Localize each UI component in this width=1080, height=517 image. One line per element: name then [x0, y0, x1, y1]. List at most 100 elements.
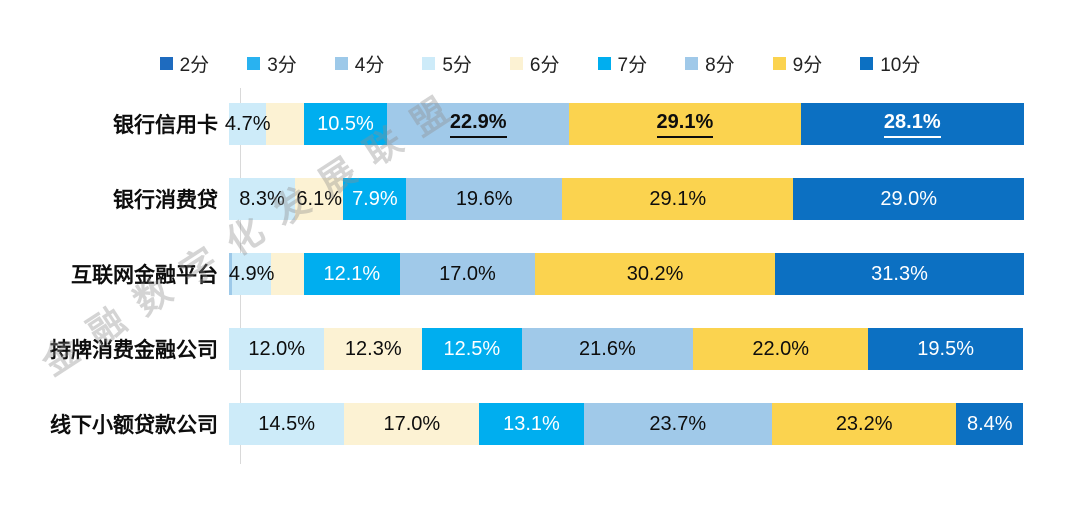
bar-segment: [271, 253, 304, 295]
segment-value-label: 30.2%: [626, 262, 684, 285]
segment-value-label: 8.4%: [966, 412, 1013, 435]
segment-value-label: 14.5%: [258, 412, 315, 435]
bar-segment: 23.7%: [583, 403, 772, 445]
bar-segment: 29.0%: [793, 178, 1024, 220]
segment-value-label: 13.1%: [503, 412, 560, 435]
segment-value-label: 23.2%: [835, 412, 893, 435]
segment-value-label: 12.0%: [248, 337, 306, 360]
chart-legend: 2分 3分 4分 5分 6分 7分 8分 9分 10分: [0, 50, 1080, 77]
bar-row: 银行消费贷 8.3% 6.1% 7.9% 19.6% 29.1% 29.0%: [0, 178, 1024, 220]
bar-segment: 30.2%: [535, 253, 776, 295]
bar-segment: 8.4%: [956, 403, 1024, 445]
bar-segment: 17.0%: [344, 403, 480, 445]
legend-label: 4分: [354, 55, 385, 76]
segment-value-label: 4.9%: [228, 262, 275, 285]
category-label: 银行信用卡: [113, 114, 218, 137]
category-label: 线下小额贷款公司: [50, 414, 218, 437]
segment-value-label: 19.5%: [917, 337, 975, 360]
legend-item: 6分: [509, 50, 560, 77]
segment-value-label: 7.9%: [352, 187, 398, 210]
bar-track: 8.3% 6.1% 7.9% 19.6% 29.1% 29.0%: [229, 178, 1024, 220]
bar-segment: 13.1%: [479, 403, 584, 445]
bar-segment: 22.0%: [693, 328, 869, 370]
legend-item: 4分: [334, 50, 385, 77]
legend-swatch-icon: [422, 57, 436, 70]
bar-track: 12.0% 12.3% 12.5% 21.6% 22.0% 19.5%: [229, 328, 1024, 370]
legend-item: 3分: [247, 50, 297, 77]
legend-label: 3分: [267, 55, 297, 76]
bar-segment: 12.3%: [324, 328, 423, 370]
bar-segment: 28.1%: [800, 103, 1024, 145]
segment-value-label: 28.1%: [883, 111, 941, 138]
category-label: 持牌消费金融公司: [50, 339, 218, 362]
segment-value-label: 12.1%: [323, 262, 381, 285]
bar-segment: 17.0%: [399, 253, 536, 295]
segment-value-label: 12.3%: [344, 337, 402, 360]
legend-swatch-icon: [597, 57, 611, 70]
bar-segment: [266, 103, 304, 145]
segment-value-label: 6.1%: [296, 187, 343, 210]
bar-track: 4.7% 10.5% 22.9% 29.1% 28.1%: [225, 103, 1024, 145]
bar-segment: 7.9%: [343, 178, 407, 220]
segment-value-label: 8.3%: [239, 187, 285, 210]
bar-segment: 29.1%: [562, 178, 794, 220]
legend-label: 9分: [792, 55, 823, 76]
stacked-bar-chart: 银行信用卡 4.7% 10.5% 22.9% 29.1% 28.1% 银行消费贷 8.3% 6.…: [0, 103, 1024, 478]
bar-segment: 14.5%: [229, 403, 345, 445]
legend-item: 2分: [159, 50, 209, 77]
segment-value-label: 29.0%: [880, 187, 938, 210]
bar-segment: 21.6%: [521, 328, 694, 370]
bar-segment: 23.2%: [771, 403, 957, 445]
legend-item: 8分: [685, 50, 735, 77]
bar-track: 14.5% 17.0% 13.1% 23.7% 23.2% 8.4%: [229, 403, 1024, 445]
segment-value-label: 31.3%: [871, 262, 928, 285]
segment-value-label: 17.0%: [439, 262, 496, 285]
legend-item: 5分: [422, 50, 472, 77]
bar-segment: 19.5%: [868, 328, 1024, 370]
legend-label: 6分: [529, 55, 560, 76]
segment-value-label: 29.1%: [656, 111, 714, 138]
bar-segment: 4.7%: [225, 103, 270, 145]
segment-value-label: 12.5%: [443, 337, 501, 360]
legend-swatch-icon: [334, 57, 348, 70]
segment-value-label: 29.1%: [649, 187, 707, 210]
bar-segment: 10.5%: [303, 103, 388, 145]
bar-segment: [229, 253, 233, 295]
bar-segment: 19.6%: [406, 178, 563, 220]
bar-segment: 31.3%: [775, 253, 1024, 295]
bar-segment: 12.1%: [303, 253, 400, 295]
bar-row: 线下小额贷款公司 14.5% 17.0% 13.1% 23.7% 23.2% 8.4%: [0, 403, 1024, 445]
bar-segment: 12.0%: [229, 328, 325, 370]
bar-segment: 22.9%: [387, 103, 570, 145]
legend-swatch-icon: [860, 57, 874, 70]
legend-swatch-icon: [247, 57, 261, 70]
segment-value-label: 22.9%: [449, 111, 507, 138]
category-label: 互联网金融平台: [71, 264, 218, 287]
bar-row: 银行信用卡 4.7% 10.5% 22.9% 29.1% 28.1%: [0, 103, 1024, 145]
bar-segment: 8.3%: [229, 178, 295, 220]
bar-track: 4.9% 12.1% 17.0% 30.2% 31.3%: [229, 253, 1024, 295]
legend-label: 5分: [442, 55, 472, 76]
segment-value-label: 17.0%: [383, 412, 441, 435]
segment-value-label: 10.5%: [317, 112, 374, 135]
legend-label: 10分: [880, 55, 921, 76]
legend-swatch-icon: [159, 57, 173, 70]
segment-value-label: 22.0%: [752, 337, 810, 360]
legend-label: 7分: [617, 55, 648, 76]
bar-segment: 4.9%: [229, 253, 274, 295]
category-label: 银行消费贷: [113, 189, 218, 212]
legend-item: 10分: [860, 50, 920, 77]
legend-item: 9分: [772, 50, 823, 77]
segment-value-label: 21.6%: [579, 337, 636, 360]
bar-segment: 29.1%: [569, 103, 801, 145]
bar-row: 持牌消费金融公司 12.0% 12.3% 12.5% 21.6% 22.0% 19.5%: [0, 328, 1024, 370]
legend-swatch-icon: [685, 57, 699, 70]
legend-item: 7分: [597, 50, 648, 77]
bar-row: 互联网金融平台 4.9% 12.1% 17.0% 30.2% 31.3%: [0, 253, 1024, 295]
bar-segment: 12.5%: [422, 328, 522, 370]
legend-swatch-icon: [509, 57, 523, 70]
segment-value-label: 23.7%: [649, 412, 707, 435]
legend-label: 8分: [705, 55, 735, 76]
legend-swatch-icon: [772, 57, 786, 70]
bar-segment: 6.1%: [294, 178, 344, 220]
